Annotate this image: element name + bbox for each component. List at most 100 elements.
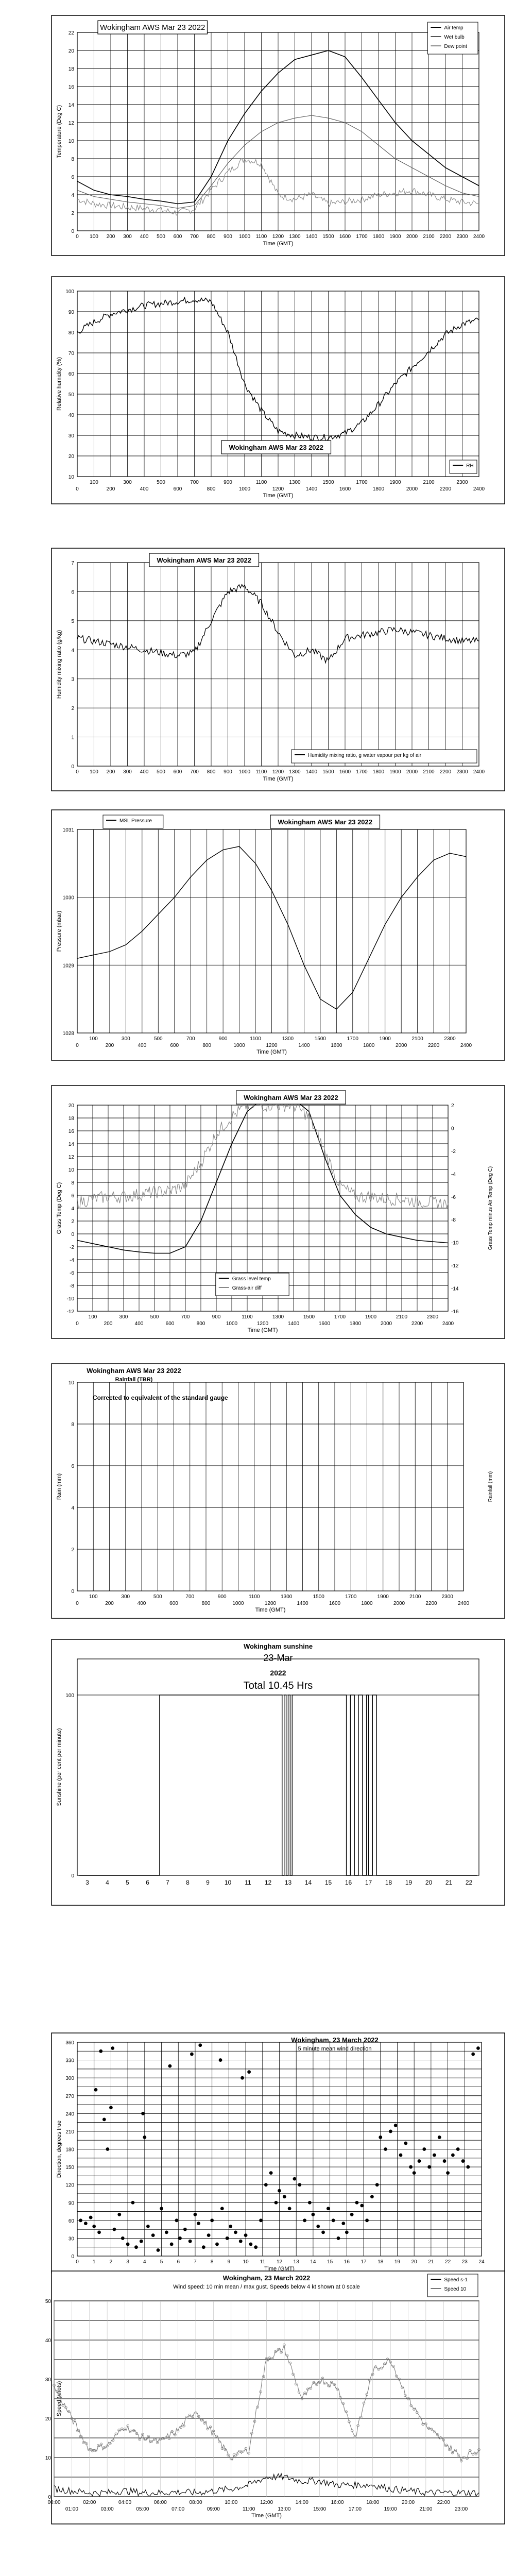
direction-xtick-label: 19 (394, 2259, 401, 2265)
direction-point (139, 2239, 143, 2243)
direction-point (201, 2245, 205, 2249)
speed-marker (442, 2438, 445, 2442)
rain-ytick-label: 10 (68, 1380, 75, 1386)
speed-xtick-label: 15:00 (313, 2506, 326, 2512)
mixing-xtick-label: 1700 (356, 769, 368, 775)
humidity-xtick-label: 300 (123, 480, 132, 485)
grass-ytick-label: -2 (70, 1245, 74, 1250)
grass-xtick-label: 300 (119, 1314, 128, 1320)
speed-marker (220, 2447, 224, 2450)
pressure-xtick-label: 1900 (380, 1036, 391, 1042)
speed-marker (188, 2413, 192, 2417)
direction-point (160, 2207, 163, 2211)
grass-xtick-label: 2100 (396, 1314, 408, 1320)
humidity-ytick-label: 80 (68, 330, 75, 336)
grass-xtick-label: 1300 (272, 1314, 284, 1320)
direction-point (274, 2200, 278, 2205)
direction-xtick-label: 6 (177, 2259, 180, 2265)
grass-y2tick-label: -16 (451, 1309, 459, 1315)
rain-xtick-label: 1200 (265, 1601, 277, 1606)
direction-point (249, 2242, 253, 2246)
temperature-ytick-label: 10 (68, 139, 75, 144)
speed-marker (153, 2437, 156, 2441)
humidity-ytick-label: 100 (65, 289, 74, 295)
direction-point (241, 2076, 244, 2080)
speed-marker (144, 2437, 147, 2441)
speed-marker (250, 2432, 253, 2435)
speed-marker (99, 2443, 103, 2446)
direction-point (225, 2236, 229, 2240)
rain-title: Wokingham AWS Mar 23 2022 (87, 1367, 181, 1375)
direction-point (151, 2233, 155, 2238)
sunshine-year-label: 2022 (270, 1669, 286, 1677)
speed-marker (147, 2435, 150, 2438)
speed-marker (427, 2427, 431, 2430)
temperature-xtick-label: 1000 (239, 234, 251, 240)
grass-y2tick-label: -10 (451, 1241, 459, 1246)
sunshine-xtick-label: 7 (166, 1879, 169, 1886)
temperature-xtick-label: 1700 (356, 234, 368, 240)
temperature-xtick-label: 2300 (456, 234, 468, 240)
speed-xtick-label: 14:00 (296, 2500, 308, 2505)
grass-ytick-label: 20 (68, 1103, 75, 1109)
grass-xtick-label: 1700 (334, 1314, 346, 1320)
temperature-ytick-label: 16 (68, 84, 75, 90)
direction-xtick-label: 10 (243, 2259, 249, 2265)
direction-point (466, 2165, 470, 2169)
direction-xtick-label: 9 (228, 2259, 231, 2265)
speed-xtick-label: 02:00 (83, 2500, 96, 2505)
speed-marker (445, 2444, 448, 2447)
grass-y2tick-label: -12 (451, 1263, 459, 1269)
direction-point (218, 2058, 222, 2062)
rain-subtitle: Rainfall (TBR) (115, 1377, 153, 1383)
direction-ytick-label: 150 (65, 2165, 74, 2171)
speed-marker (353, 2435, 357, 2438)
pressure-xtick-label: 800 (202, 1043, 211, 1048)
grass-ytick-label: -12 (67, 1309, 75, 1315)
direction-point (178, 2236, 182, 2240)
temperature-xtick-label: 600 (174, 234, 182, 240)
direction-point (355, 2200, 359, 2205)
rain-xtick-label: 1900 (377, 1594, 389, 1600)
direction-point (89, 2215, 93, 2219)
pressure-xtick-label: 500 (154, 1036, 163, 1042)
direction-xtick-label: 15 (327, 2259, 333, 2265)
humidity-ytick-label: 30 (68, 433, 75, 439)
temperature-xtick-label: 1900 (389, 234, 401, 240)
direction-xtick-label: 8 (211, 2259, 214, 2265)
direction-point (350, 2212, 354, 2216)
direction-ytick-label: 60 (68, 2218, 75, 2224)
direction-point (234, 2230, 237, 2234)
direction-point (476, 2046, 480, 2050)
direction-point (94, 2088, 98, 2092)
direction-point (384, 2147, 387, 2151)
grass-y2axis-label: Grass Temp minus Air Temp (Deg C) (488, 1166, 493, 1250)
speed-legend-label: Speed s-1 (444, 2277, 468, 2283)
speed-marker (182, 2425, 185, 2428)
speed-marker (404, 2394, 407, 2397)
speed-marker (268, 2357, 271, 2360)
humidity-ytick-label: 40 (68, 413, 75, 418)
sunshine-title: Wokingham sunshine (244, 1642, 313, 1650)
grass-xtick-label: 2000 (381, 1321, 392, 1327)
speed-chart: 0 10 20 30 40 50 00:00 02:00 04:00 06:00 08:00 10:0… (45, 2270, 505, 2524)
direction-point (456, 2147, 460, 2151)
sunshine-xtick-label: 18 (385, 1879, 392, 1886)
mixing-xaxis-label: Time (GMT) (263, 776, 294, 782)
temperature-legend-label: Air temp (444, 25, 464, 31)
temperature-ytick-label: 8 (71, 157, 74, 162)
direction-point (164, 2230, 168, 2234)
grass-legend-label: Grass level temp (232, 1276, 271, 1282)
pressure-yaxis-label: Pressure (mbar) (56, 911, 62, 952)
temperature-title: Wokingham AWS Mar 23 2022 (100, 23, 205, 32)
rain-xaxis-label: Time (GMT) (255, 1607, 286, 1613)
grass-xtick-label: 1400 (288, 1321, 300, 1327)
speed-xtick-label: 13:00 (278, 2506, 290, 2512)
speed-marker (309, 2386, 313, 2390)
speed-marker (230, 2457, 233, 2461)
temperature-ytick-label: 22 (68, 30, 75, 36)
speed-marker (200, 2418, 203, 2422)
grass-xtick-label: 2400 (442, 1321, 454, 1327)
temperature-xtick-label: 900 (224, 234, 232, 240)
direction-ytick-label: 300 (65, 2076, 74, 2081)
